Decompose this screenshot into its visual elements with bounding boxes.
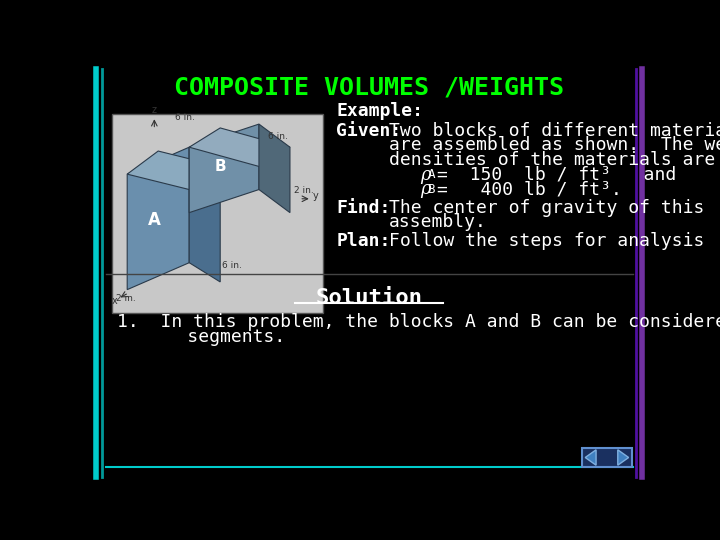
Polygon shape <box>189 147 220 282</box>
Text: =   400 lb / ft³.: = 400 lb / ft³. <box>437 180 622 198</box>
Text: y: y <box>312 191 318 201</box>
Text: segments.: segments. <box>132 328 285 346</box>
Polygon shape <box>189 128 290 166</box>
Text: B: B <box>215 159 226 174</box>
Text: Follow the steps for analysis: Follow the steps for analysis <box>389 232 705 250</box>
Text: B: B <box>428 183 436 195</box>
Text: Two blocks of different materials: Two blocks of different materials <box>389 122 720 140</box>
Polygon shape <box>618 450 629 465</box>
Bar <box>582 448 631 467</box>
Polygon shape <box>127 147 189 289</box>
Text: A: A <box>148 211 161 230</box>
Text: =  150  lb / ft³   and: = 150 lb / ft³ and <box>437 166 677 184</box>
Text: A: A <box>428 168 436 181</box>
Text: Example:: Example: <box>336 102 423 120</box>
Text: 6 in.: 6 in. <box>176 113 195 122</box>
Text: 6 in.: 6 in. <box>222 261 242 270</box>
Text: densities of the materials are: densities of the materials are <box>389 151 716 169</box>
Bar <box>112 114 323 313</box>
Text: Given:: Given: <box>336 122 402 140</box>
Text: Plan:: Plan: <box>336 232 391 250</box>
Polygon shape <box>189 124 259 213</box>
Text: 1.  In this problem, the blocks A and B can be considered as two: 1. In this problem, the blocks A and B c… <box>117 313 720 330</box>
Polygon shape <box>127 151 220 190</box>
Text: z: z <box>152 105 157 114</box>
Text: ρ: ρ <box>420 166 431 184</box>
Text: x: x <box>112 295 117 306</box>
Text: 2 in.: 2 in. <box>116 294 135 303</box>
Text: assembly.: assembly. <box>389 213 487 232</box>
Polygon shape <box>585 450 596 465</box>
Text: Find:: Find: <box>336 199 391 217</box>
Text: are assembled as shown.  The weight: are assembled as shown. The weight <box>389 137 720 154</box>
Polygon shape <box>259 124 290 213</box>
Text: Solution: Solution <box>315 288 423 308</box>
Text: COMPOSITE VOLUMES /WEIGHTS: COMPOSITE VOLUMES /WEIGHTS <box>174 76 564 100</box>
Text: 2 in.: 2 in. <box>294 186 314 195</box>
Text: 6 in.: 6 in. <box>269 132 288 141</box>
Text: ρ: ρ <box>420 180 431 198</box>
Text: The center of gravity of this: The center of gravity of this <box>389 199 705 217</box>
